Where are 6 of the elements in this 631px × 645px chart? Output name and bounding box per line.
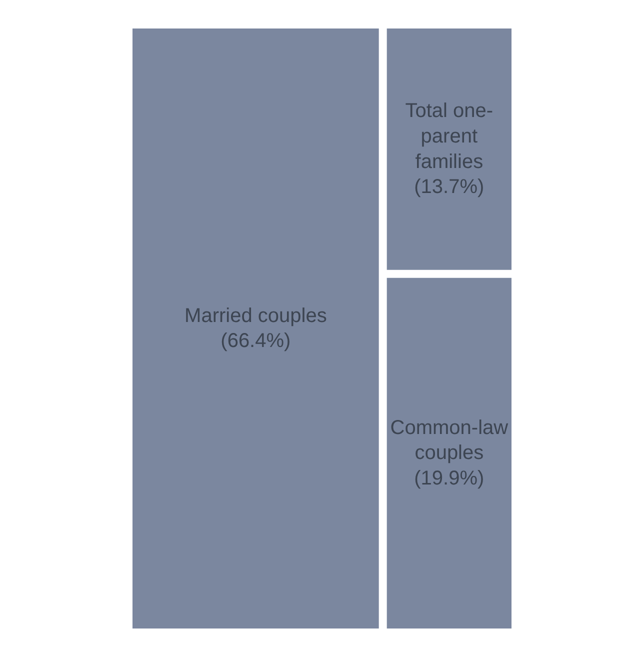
data-label: (66.4%) [220, 330, 291, 352]
category-label: Married couples [184, 304, 327, 327]
category-label: Total one-parent families [405, 100, 494, 173]
data-label: (13.7%) [414, 176, 484, 198]
data-label: (19.9%) [414, 467, 484, 490]
category-label: Common-law couples [390, 416, 509, 464]
